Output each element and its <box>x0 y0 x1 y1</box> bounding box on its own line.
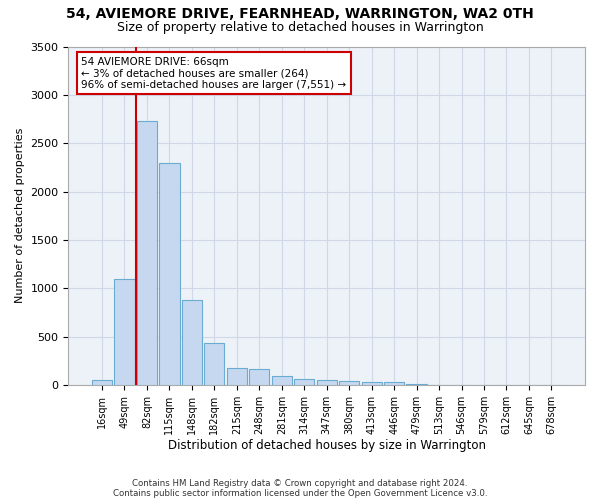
Y-axis label: Number of detached properties: Number of detached properties <box>15 128 25 304</box>
Bar <box>406 384 427 385</box>
Bar <box>92 380 112 385</box>
Bar <box>384 382 404 385</box>
Bar <box>204 344 224 385</box>
Bar <box>227 368 247 385</box>
Bar <box>137 121 157 385</box>
Text: 54, AVIEMORE DRIVE, FEARNHEAD, WARRINGTON, WA2 0TH: 54, AVIEMORE DRIVE, FEARNHEAD, WARRINGTO… <box>66 8 534 22</box>
Bar <box>294 379 314 385</box>
Bar <box>115 278 134 385</box>
Text: 54 AVIEMORE DRIVE: 66sqm
← 3% of detached houses are smaller (264)
96% of semi-d: 54 AVIEMORE DRIVE: 66sqm ← 3% of detache… <box>82 56 346 90</box>
Bar <box>339 382 359 385</box>
Bar <box>182 300 202 385</box>
Bar <box>159 164 179 385</box>
X-axis label: Distribution of detached houses by size in Warrington: Distribution of detached houses by size … <box>168 440 486 452</box>
Bar <box>362 382 382 385</box>
Text: Size of property relative to detached houses in Warrington: Size of property relative to detached ho… <box>116 21 484 34</box>
Bar <box>317 380 337 385</box>
Bar <box>249 369 269 385</box>
Bar <box>272 376 292 385</box>
Text: Contains HM Land Registry data © Crown copyright and database right 2024.
Contai: Contains HM Land Registry data © Crown c… <box>113 479 487 498</box>
